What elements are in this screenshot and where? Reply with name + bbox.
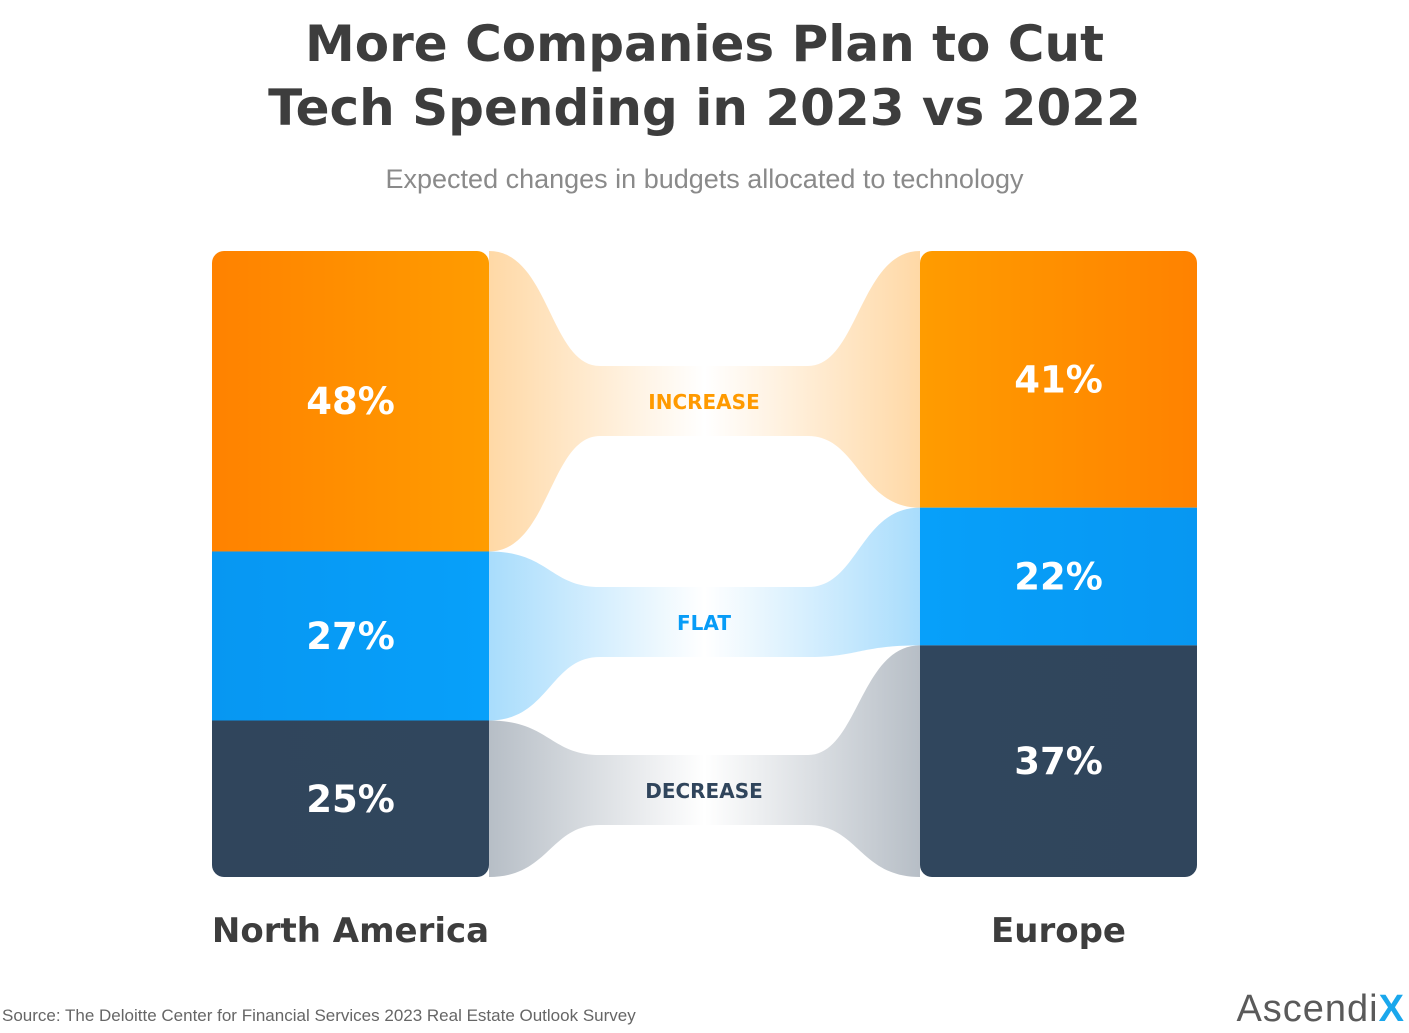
ascendix-logo: AscendiX xyxy=(1236,988,1405,1031)
data-label: 22% xyxy=(1014,556,1103,599)
bar-segment-decrease xyxy=(212,720,489,877)
logo-accent: X xyxy=(1378,988,1405,1030)
stacked-bar-right xyxy=(920,251,1197,877)
data-label: 25% xyxy=(306,778,395,821)
data-label: 41% xyxy=(1014,358,1103,401)
bar-segment-flat xyxy=(920,507,1197,646)
chart-title: More Companies Plan to Cut Tech Spending … xyxy=(0,12,1409,140)
column-label-left: North America xyxy=(212,911,489,951)
flow-label-increase: INCREASE xyxy=(648,390,759,414)
column-label-right: Europe xyxy=(991,911,1126,951)
bar-segment-increase xyxy=(212,251,489,552)
chart-subtitle: Expected changes in budgets allocated to… xyxy=(385,164,1024,194)
flow-decrease xyxy=(489,645,920,877)
logo-text: Ascendi xyxy=(1236,988,1379,1030)
data-label: 37% xyxy=(1014,740,1103,783)
data-label: 27% xyxy=(306,615,395,658)
source-note: Source: The Deloitte Center for Financia… xyxy=(2,1006,636,1025)
bar-segment-increase xyxy=(920,251,1197,508)
data-label: 48% xyxy=(306,380,395,423)
stacked-bar-left xyxy=(212,251,489,877)
title-text: More Companies Plan to Cut Tech Spending … xyxy=(268,15,1141,137)
bar-segment-flat xyxy=(212,551,489,721)
flow-label-flat: FLAT xyxy=(677,611,731,635)
flow-increase xyxy=(489,251,920,552)
bar-segment-decrease xyxy=(920,645,1197,877)
flow-label-decrease: DECREASE xyxy=(645,779,763,803)
flow-flat xyxy=(489,507,920,721)
